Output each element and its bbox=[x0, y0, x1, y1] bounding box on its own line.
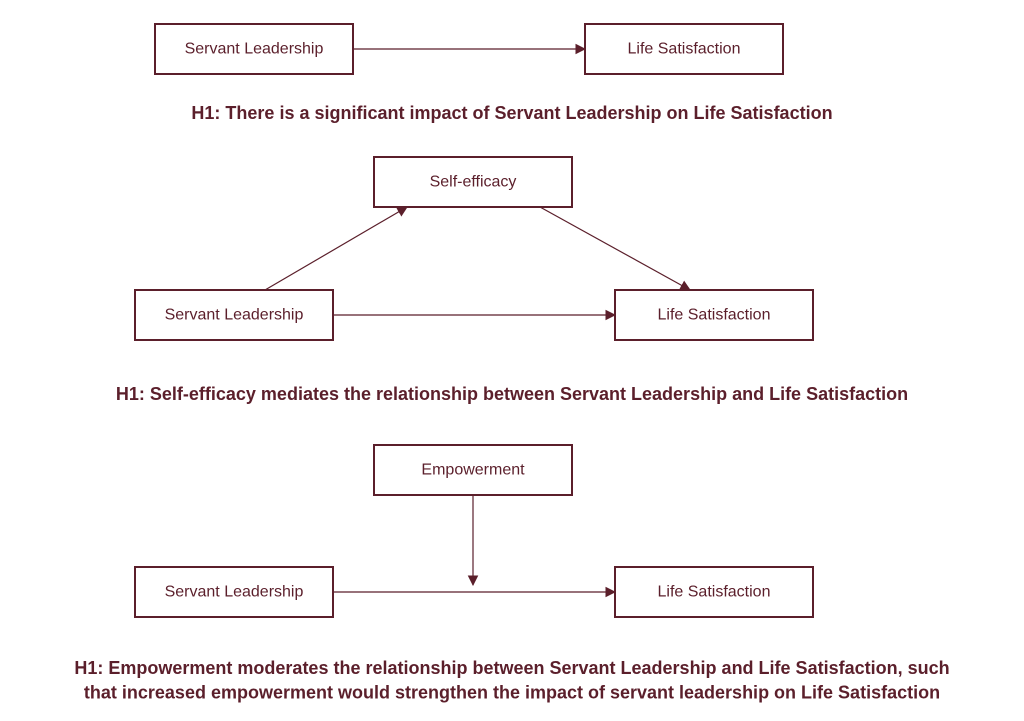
node-sl2: Servant Leadership bbox=[135, 290, 333, 340]
node-label-ls3: Life Satisfaction bbox=[658, 584, 771, 601]
node-label-sl3: Servant Leadership bbox=[165, 584, 304, 601]
node-label-ls1: Life Satisfaction bbox=[628, 41, 741, 58]
node-label-sl2: Servant Leadership bbox=[165, 307, 304, 324]
edge-sl2-se bbox=[265, 207, 407, 290]
diagram-2: Empowerment Servant Leadership Life Satisf… bbox=[74, 445, 949, 702]
diagram-canvas: Servant Leadership Life Satisfaction H1: T… bbox=[0, 0, 1024, 721]
node-emp: Empowerment bbox=[374, 445, 572, 495]
diagram-0: Servant Leadership Life Satisfaction H1: T… bbox=[155, 24, 833, 123]
node-ls2: Life Satisfaction bbox=[615, 290, 813, 340]
node-ls1: Life Satisfaction bbox=[585, 24, 783, 74]
diagram-1: Self-efficacy Servant Leadership Life Sati… bbox=[116, 157, 908, 404]
node-se: Self-efficacy bbox=[374, 157, 572, 207]
node-label-emp: Empowerment bbox=[421, 462, 525, 479]
caption-0: H1: There is a significant impact of Ser… bbox=[191, 103, 832, 123]
caption-2: H1: Empowerment moderates the relationsh… bbox=[74, 658, 949, 702]
node-label-ls2: Life Satisfaction bbox=[658, 307, 771, 324]
node-label-sl1: Servant Leadership bbox=[185, 41, 324, 58]
node-label-se: Self-efficacy bbox=[430, 174, 517, 191]
node-sl1: Servant Leadership bbox=[155, 24, 353, 74]
node-ls3: Life Satisfaction bbox=[615, 567, 813, 617]
caption-1: H1: Self-efficacy mediates the relations… bbox=[116, 384, 908, 404]
node-sl3: Servant Leadership bbox=[135, 567, 333, 617]
edge-se-ls2 bbox=[540, 207, 690, 290]
